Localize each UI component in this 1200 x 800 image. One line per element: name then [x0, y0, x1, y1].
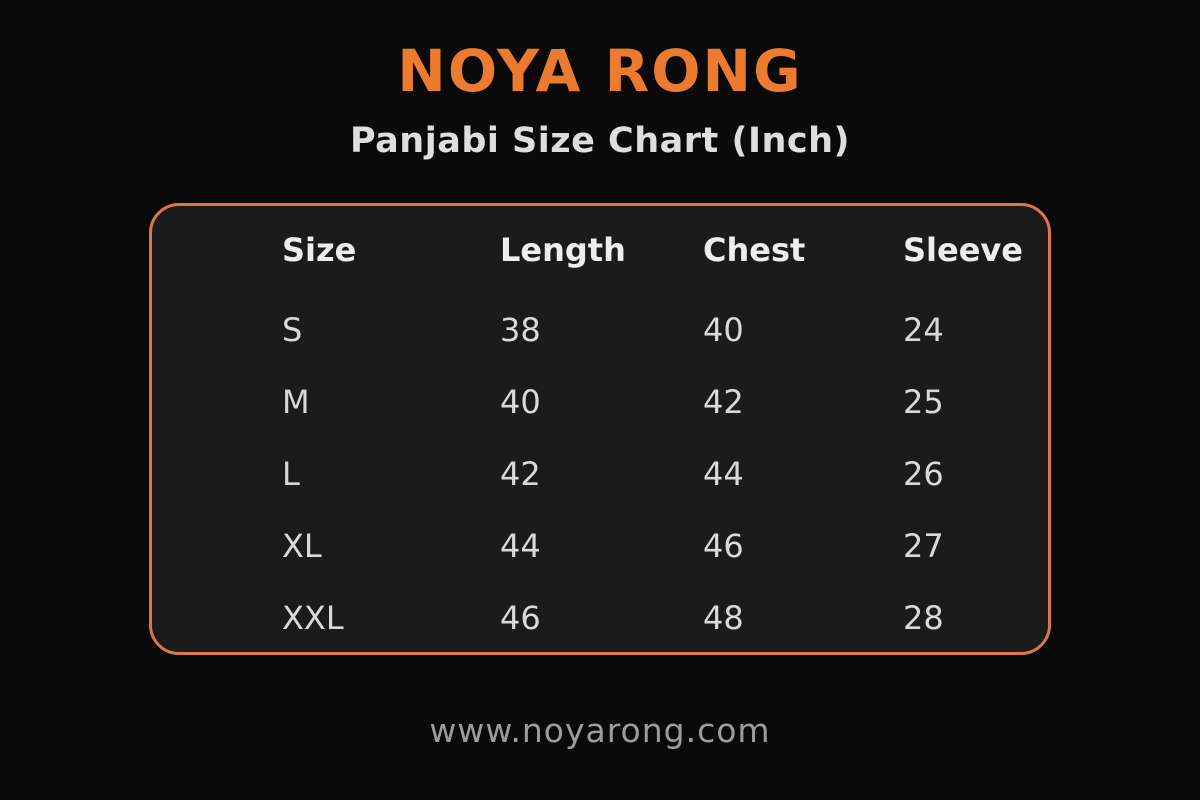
size-chart-table: Size Length Chest Sleeve S 38 40 24 M 40…	[282, 206, 1048, 652]
table-header-row: Size Length Chest Sleeve	[282, 206, 1048, 294]
column-header-length: Length	[500, 230, 626, 269]
cell-chest: 40	[703, 310, 744, 349]
column-header-chest: Chest	[703, 230, 806, 269]
cell-chest: 48	[703, 598, 744, 637]
cell-size: XL	[282, 526, 322, 565]
cell-sleeve: 24	[903, 310, 944, 349]
cell-size: L	[282, 454, 300, 493]
cell-size: XXL	[282, 598, 344, 637]
column-header-sleeve: Sleeve	[903, 230, 1023, 269]
cell-length: 38	[500, 310, 541, 349]
cell-length: 42	[500, 454, 541, 493]
cell-sleeve: 27	[903, 526, 944, 565]
cell-sleeve: 25	[903, 382, 944, 421]
table-row-m: M 40 42 25	[282, 366, 1048, 438]
table-row-l: L 42 44 26	[282, 438, 1048, 510]
cell-sleeve: 28	[903, 598, 944, 637]
size-chart-panel: Size Length Chest Sleeve S 38 40 24 M 40…	[149, 202, 1051, 655]
table-row-s: S 38 40 24	[282, 294, 1048, 366]
cell-chest: 42	[703, 382, 744, 421]
cell-size: M	[282, 382, 310, 421]
cell-length: 44	[500, 526, 541, 565]
table-row-xxl: XXL 46 48 28	[282, 582, 1048, 652]
page-subtitle: Panjabi Size Chart (Inch)	[349, 120, 851, 161]
cell-sleeve: 26	[903, 454, 944, 493]
cell-length: 40	[500, 382, 541, 421]
brand-title: NOYA RONG	[397, 37, 803, 105]
table-row-xl: XL 44 46 27	[282, 510, 1048, 582]
cell-chest: 46	[703, 526, 744, 565]
website-url: www.noyarong.com	[429, 710, 771, 750]
cell-chest: 44	[703, 454, 744, 493]
cell-length: 46	[500, 598, 541, 637]
cell-size: S	[282, 310, 303, 349]
column-header-size: Size	[282, 230, 357, 269]
